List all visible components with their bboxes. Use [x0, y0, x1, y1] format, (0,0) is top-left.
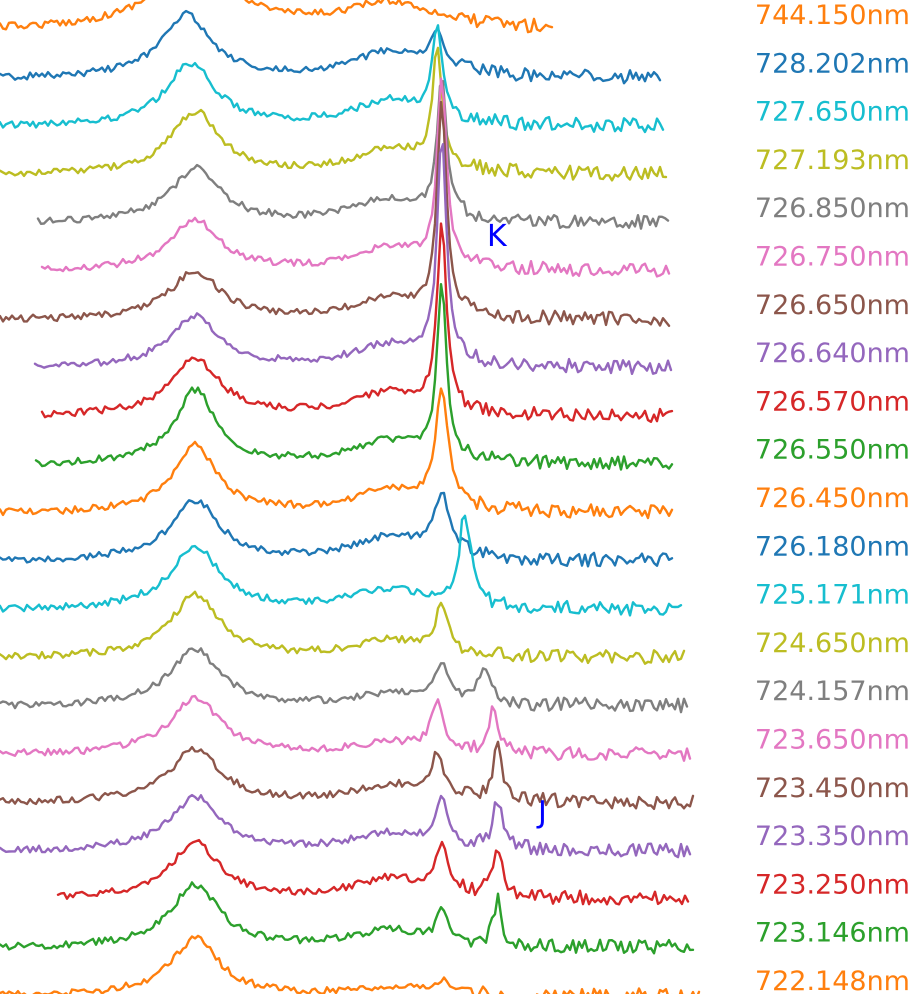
spectrum-line-13 — [0, 514, 683, 617]
spectrum-line-18 — [0, 793, 692, 859]
spectrum-line-10 — [34, 283, 674, 471]
series-label-7: 726.650nm — [755, 290, 910, 321]
series-label-18: 723.350nm — [755, 821, 910, 852]
series-label-21: 722.148nm — [755, 966, 910, 994]
series-label-8: 726.640nm — [755, 338, 910, 369]
series-label-6: 726.750nm — [755, 242, 910, 273]
series-label-9: 726.570nm — [755, 386, 910, 417]
spectra-traces — [0, 0, 701, 994]
annotation-j: J — [536, 795, 547, 830]
spectrum-line-9 — [40, 222, 674, 423]
spectrum-line-11 — [0, 387, 674, 520]
series-label-10: 726.550nm — [755, 435, 910, 466]
series-label-2: 728.202nm — [755, 48, 910, 79]
spectrum-line-20 — [0, 881, 695, 955]
spectrum-line-4 — [0, 46, 668, 182]
spectrum-line-5 — [36, 80, 670, 230]
spectrum-line-15 — [0, 647, 689, 714]
spectrum-line-6 — [40, 77, 671, 278]
series-label-17: 723.450nm — [755, 773, 910, 804]
spectrum-line-21 — [0, 934, 701, 994]
series-label-1: 744.150nm — [755, 0, 910, 31]
series-label-19: 723.250nm — [755, 869, 910, 900]
spectrum-line-17 — [0, 740, 695, 810]
series-label-4: 727.193nm — [755, 145, 910, 176]
series-label-16: 723.650nm — [755, 725, 910, 756]
spectrum-line-12 — [0, 491, 674, 568]
series-label-13: 725.171nm — [755, 580, 910, 611]
series-label-5: 726.850nm — [755, 193, 910, 224]
spectrum-line-1 — [0, 0, 554, 34]
annotation-k: K — [487, 219, 508, 254]
spectrum-line-19 — [56, 838, 690, 906]
spectrum-line-14 — [0, 590, 686, 665]
series-label-12: 726.180nm — [755, 531, 910, 562]
series-label-15: 724.157nm — [755, 676, 910, 707]
series-label-14: 724.650nm — [755, 628, 910, 659]
series-labels: 744.150nm 728.202nm 727.650nm 727.193nm 726.… — [755, 0, 910, 994]
series-label-20: 723.146nm — [755, 918, 910, 949]
spectrum-line-16 — [0, 694, 692, 762]
spectrum-line-8 — [33, 143, 673, 375]
spectrum-line-3 — [0, 24, 665, 134]
spectrum-line-2 — [0, 9, 662, 85]
series-label-11: 726.450nm — [755, 483, 910, 514]
series-label-3: 727.650nm — [755, 97, 910, 128]
spectrum-line-7 — [0, 100, 671, 327]
